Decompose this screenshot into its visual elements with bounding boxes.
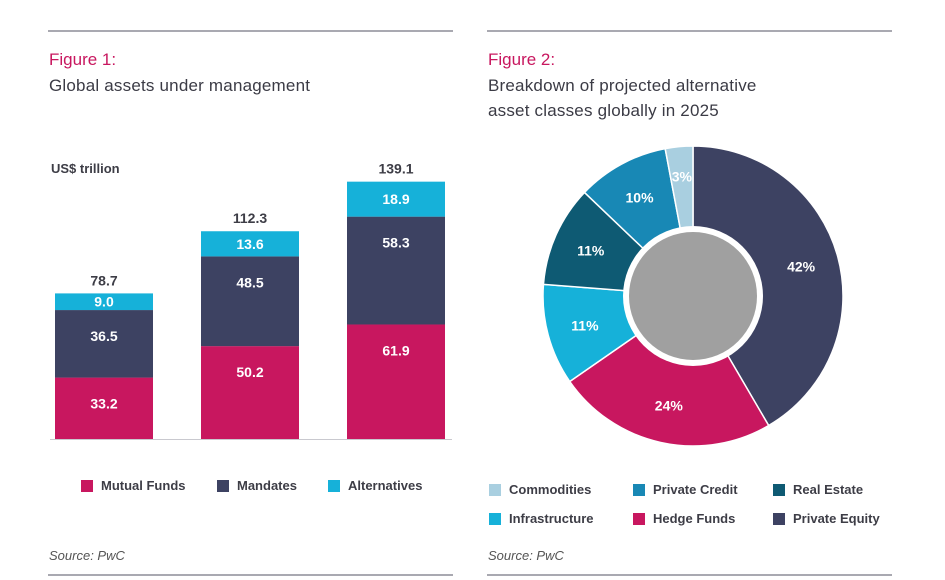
legend-item-infrastructure: Infrastructure: [489, 511, 594, 526]
legend-item-mutual-funds: Mutual Funds: [81, 478, 186, 493]
slice-label-commodities: 3%: [672, 169, 693, 185]
slice-label-real-estate: 11%: [577, 242, 605, 258]
legend-label-real-estate: Real Estate: [793, 482, 864, 497]
x-tick-label-2015: 2015: [90, 448, 119, 450]
data-label-mandates-2025e: 58.3: [382, 235, 409, 251]
legend-label-mandates: Mandates: [237, 478, 297, 493]
stacked-bar-chart: 33.2 36.5 9.0 78.7 2015 50.2 48.5 13.6 112.3 2020…: [50, 161, 452, 450]
legend-item-mandates: Mandates: [217, 478, 297, 493]
data-label-mandates-2020e: 48.5: [236, 274, 263, 290]
bar-segment-mandates-2025e: [347, 216, 445, 325]
bottom-rule: [487, 574, 892, 576]
legend-label-mutual-funds: Mutual Funds: [101, 478, 186, 493]
legend-swatch-mandates: [217, 479, 229, 492]
legend-label-hedge-funds: Hedge Funds: [653, 511, 736, 526]
x-tick-label-2025e: 2025e: [378, 448, 414, 450]
figure2-title: Breakdown of projected alternative asset…: [488, 73, 888, 123]
figure2-panel: Figure 2: Breakdown of projected alterna…: [487, 0, 892, 580]
legend-swatch-infrastructure: [489, 512, 501, 525]
data-label-alternatives-2025e: 18.9: [382, 191, 409, 207]
legend-swatch-commodities: [489, 483, 501, 496]
figure1-panel: Figure 1: Global assets under management…: [48, 0, 453, 580]
legend-label-infrastructure: Infrastructure: [509, 511, 594, 526]
total-label-2015: 78.7: [90, 272, 117, 288]
figure1-title: Global assets under management: [49, 76, 311, 95]
bar-segment-mandates-2015: [55, 310, 153, 378]
data-label-mutual-funds-2025e: 61.9: [382, 342, 409, 358]
y-axis-unit-label: US$ trillion: [51, 161, 120, 176]
figure2-source: Source: PwC: [488, 548, 564, 563]
legend-swatch-private-credit: [633, 483, 645, 496]
legend-swatch-private-equity: [773, 512, 785, 525]
bar-segment-mandates-2020e: [201, 256, 299, 347]
donut-hole: [629, 232, 757, 360]
bar-chart-legend: Mutual Funds Mandates Alternatives: [48, 478, 453, 498]
total-label-2020e: 112.3: [233, 210, 267, 226]
legend-item-alternatives: Alternatives: [328, 478, 422, 493]
legend-item-commodities: Commodities: [489, 482, 591, 497]
bar-segment-alternatives-2015: [55, 293, 153, 311]
slice-hedge-funds: [568, 294, 770, 447]
slice-label-hedge-funds: 24%: [655, 397, 684, 413]
data-label-mutual-funds-2015: 33.2: [90, 396, 117, 412]
bar-segment-alternatives-2025e: [347, 181, 445, 217]
legend-swatch-real-estate: [773, 483, 785, 496]
legend-item-private-equity: Private Equity: [773, 511, 880, 526]
bar-segment-mutual-funds-2020e: [201, 346, 299, 439]
bar-segment-mutual-funds-2015: [55, 377, 153, 439]
legend-swatch-mutual-funds: [81, 479, 93, 492]
legend-label-alternatives: Alternatives: [348, 478, 423, 493]
legend-swatch-alternatives: [328, 479, 340, 492]
bar-segment-alternatives-2020e: [201, 231, 299, 257]
legend-label-private-credit: Private Credit: [653, 482, 738, 497]
slice-label-private-equity: 42%: [787, 259, 816, 275]
legend-item-private-credit: Private Credit: [633, 482, 738, 497]
top-rule: [487, 30, 892, 32]
slice-private-equity: [692, 145, 844, 427]
donut-chart-legend: Commodities Private Credit Real Estate Infr…: [487, 480, 892, 530]
figure2-title-line2: asset classes globally in 2025: [488, 101, 719, 120]
bottom-rule: [48, 574, 453, 576]
bar-segment-mutual-funds-2025e: [347, 324, 445, 439]
figure1-label: Figure 1:: [49, 50, 117, 69]
slice-label-infrastructure: 11%: [571, 317, 599, 333]
data-label-mandates-2015: 36.5: [90, 328, 117, 344]
slice-label-private-credit: 10%: [626, 190, 655, 206]
figure2-label: Figure 2:: [488, 50, 556, 69]
figure1-source: Source: PwC: [49, 548, 125, 563]
data-label-alternatives-2015: 9.0: [94, 294, 114, 310]
data-label-mutual-funds-2020e: 50.2: [236, 364, 263, 380]
data-label-alternatives-2020e: 13.6: [236, 236, 263, 252]
legend-item-real-estate: Real Estate: [773, 482, 863, 497]
top-rule: [48, 30, 453, 32]
figure2-title-line1: Breakdown of projected alternative: [488, 76, 757, 95]
total-label-2025e: 139.1: [378, 161, 413, 177]
legend-label-private-equity: Private Equity: [793, 511, 880, 526]
x-tick-label-2020e: 2020e: [232, 448, 268, 450]
legend-swatch-hedge-funds: [633, 512, 645, 525]
legend-item-hedge-funds: Hedge Funds: [633, 511, 735, 526]
donut-chart: 42% 24% 11% 11% 10% 3%: [542, 145, 844, 447]
legend-label-commodities: Commodities: [509, 482, 592, 497]
